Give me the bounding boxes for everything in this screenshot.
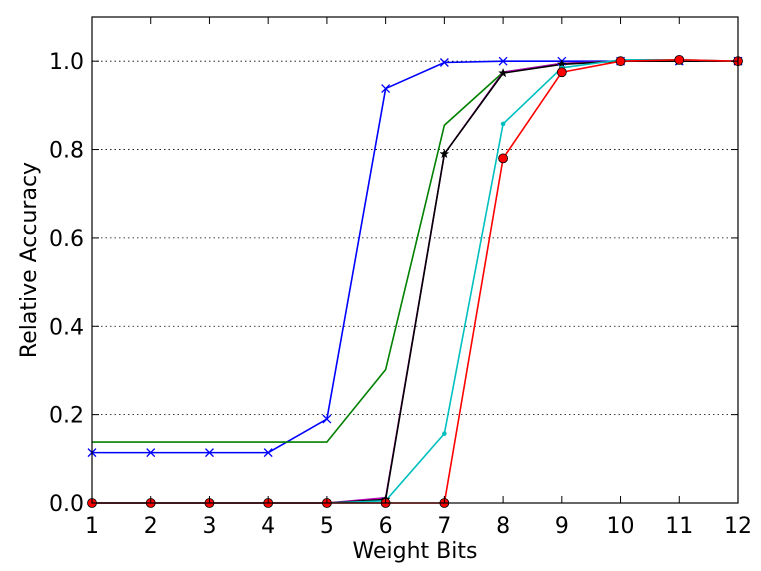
series-line-5: [92, 59, 739, 504]
series-4-point-7: [500, 121, 506, 127]
series-5-point-7: [498, 153, 508, 164]
y-axis-label: Relative Accuracy: [17, 162, 42, 358]
x-tick-label-6: 7: [437, 514, 451, 539]
y-tick-label-2: 0.4: [49, 315, 84, 340]
series-0-point-3: [263, 448, 273, 458]
y-tick-label-4: 0.8: [49, 139, 84, 164]
series-5-point-10: [674, 54, 685, 65]
x-tick-label-4: 5: [320, 514, 334, 539]
x-tick-label-1: 2: [144, 514, 158, 539]
grid-lines: [92, 60, 738, 416]
series-line-1: [92, 60, 738, 443]
series-3-point-7: [498, 67, 509, 78]
series-line-4: [92, 59, 739, 504]
series-markers: [86, 54, 744, 508]
y-tick-label-5: 1.0: [49, 50, 84, 75]
series-0-point-2: [204, 448, 214, 458]
series-0-point-5: [381, 84, 391, 94]
series-0-point-7: [498, 56, 508, 66]
series-4-point-6: [442, 431, 447, 436]
axis-ticks: 1 2 3 4 5 6 7 8 9 10 11 120.00.20.40.60.81.0: [49, 17, 752, 539]
series-line-2: [92, 60, 738, 504]
x-tick-label-0: 1: [85, 514, 99, 539]
x-tick-label-3: 4: [261, 514, 275, 539]
y-tick-label-0: 0.0: [49, 492, 84, 517]
x-tick-label-8: 9: [555, 514, 569, 539]
x-tick-label-7: 8: [496, 514, 510, 539]
series-0-point-1: [146, 448, 156, 458]
plot-frame: [91, 16, 739, 504]
series-0-point-6: [439, 58, 449, 67]
series-3-point-6: [439, 148, 450, 159]
series-lines: [92, 59, 739, 504]
x-tick-label-2: 3: [202, 514, 216, 539]
x-tick-label-11: 12: [724, 514, 752, 539]
x-tick-label-5: 6: [379, 514, 393, 539]
y-tick-label-1: 0.2: [49, 404, 84, 429]
series-5-point-8: [556, 67, 567, 78]
series-line-3: [92, 60, 738, 504]
y-tick-label-3: 0.6: [49, 227, 84, 252]
series-0-point-4: [322, 414, 332, 424]
x-tick-label-9: 10: [607, 514, 635, 539]
series-5-point-9: [615, 56, 626, 67]
x-axis-label: Weight Bits: [353, 539, 478, 564]
series-line-0: [92, 60, 738, 454]
x-tick-label-10: 11: [665, 514, 693, 539]
